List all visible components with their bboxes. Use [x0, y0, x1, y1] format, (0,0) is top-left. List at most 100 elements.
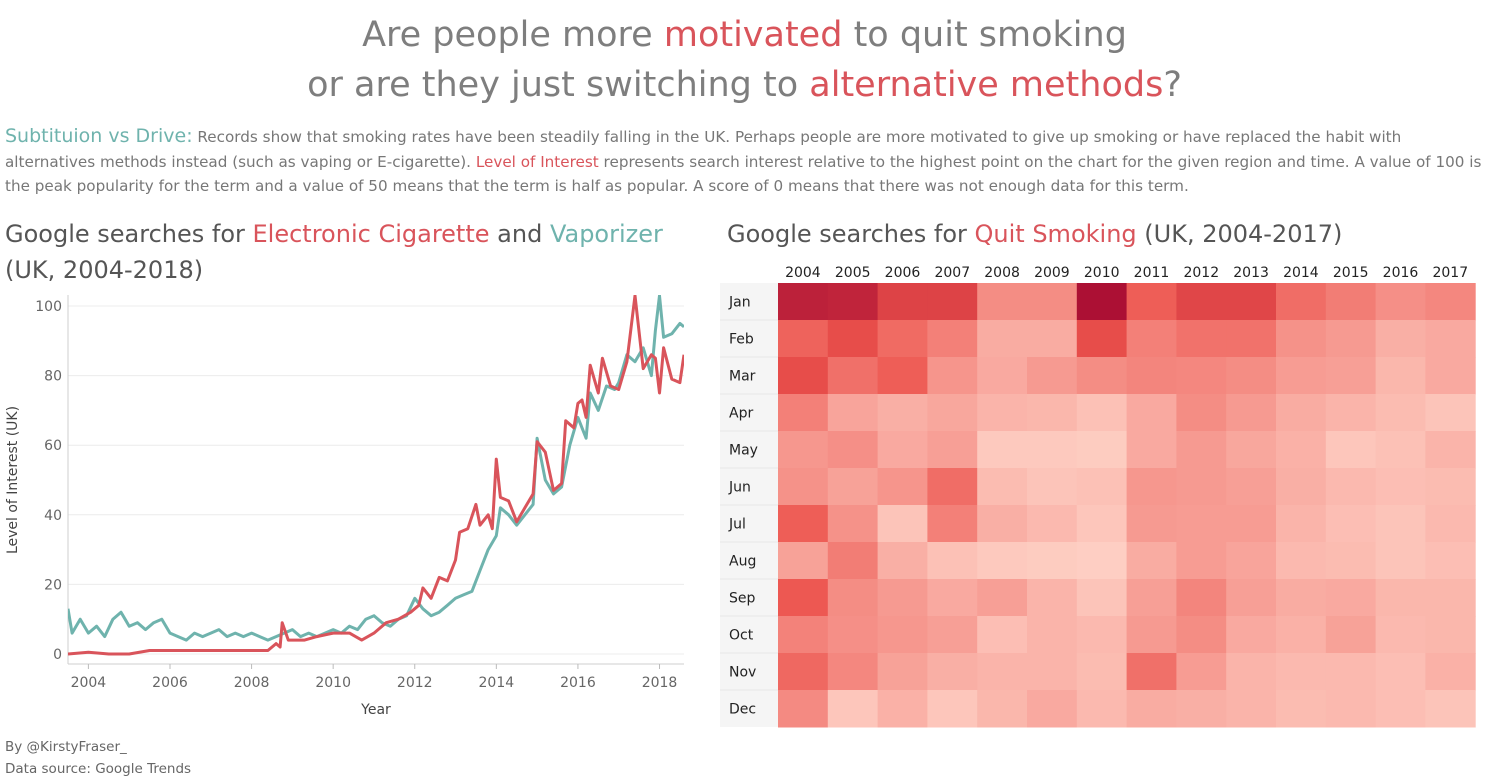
heatmap-cell	[1076, 579, 1128, 617]
heatmap-cell	[977, 690, 1028, 728]
row-label: Jan	[728, 295, 751, 311]
row-label: Jul	[728, 517, 746, 533]
heatmap-cell	[1425, 653, 1476, 691]
column-label: 2004	[785, 265, 821, 281]
heatmap-cell	[1027, 653, 1078, 691]
heatmap-cell	[1226, 357, 1277, 395]
heatmap-cell	[1425, 431, 1476, 469]
heatmap-cell	[1176, 542, 1227, 580]
heatmap-cell	[977, 394, 1028, 432]
heatmap-cell	[1126, 468, 1177, 506]
heatmap-cell	[927, 616, 978, 654]
heatmap-cell	[778, 283, 829, 321]
description-lead: Subtituion vs Drive:	[5, 125, 193, 147]
heatmap-cell	[977, 468, 1028, 506]
heatmap-cell	[1126, 320, 1177, 358]
column-label: 2007	[934, 265, 970, 281]
heatmap-cell	[977, 283, 1028, 321]
heatmap-cell	[1425, 468, 1476, 506]
heatmap-cell	[977, 357, 1028, 395]
heatmap-cell	[778, 690, 829, 728]
x-tick-label: 2010	[315, 675, 351, 691]
heatmap-cell	[877, 431, 928, 469]
heatmap-cell	[1325, 394, 1377, 432]
heatmap-cell	[977, 542, 1028, 580]
heatmap-cell	[1176, 320, 1227, 358]
heatmap-cell	[1176, 653, 1227, 691]
column-label: 2015	[1333, 265, 1369, 281]
heatmap-cell	[1076, 690, 1128, 728]
column-label: 2017	[1432, 265, 1468, 281]
heatmap-cell	[778, 616, 829, 654]
heatmap-cell	[927, 505, 978, 543]
heatmap-cell	[1276, 431, 1327, 469]
heatmap-cell	[1076, 653, 1128, 691]
heatmap-cell	[1027, 283, 1078, 321]
heatmap-cell	[1276, 357, 1327, 395]
row-label: Aug	[729, 554, 756, 570]
heatmap-cell	[1027, 690, 1078, 728]
heatmap-cell	[1375, 542, 1426, 580]
heatmap-cell	[1027, 468, 1078, 506]
row-label: Dec	[729, 702, 756, 718]
heatmap-cell	[977, 431, 1028, 469]
heatmap-cell	[877, 394, 928, 432]
heatmap-cell	[1226, 468, 1277, 506]
heatmap-cell	[1375, 468, 1426, 506]
heatmap-cell	[1325, 579, 1377, 617]
heatmap-cell	[927, 690, 978, 728]
heatmap-cell	[1076, 320, 1128, 358]
heatmap-cell	[827, 690, 879, 728]
heatmap-cell	[827, 616, 879, 654]
heatmap-cell	[1126, 653, 1177, 691]
heatmap-cell	[827, 283, 879, 321]
heatmap-cell	[927, 357, 978, 395]
heatmap-cell	[1027, 542, 1078, 580]
x-tick-label: 2006	[152, 675, 188, 691]
heatmap-cell	[1126, 579, 1177, 617]
x-axis-title: Year	[360, 702, 391, 718]
heatmap-cell	[1226, 320, 1277, 358]
heatmap-cell	[1226, 690, 1277, 728]
heatmap-cell	[877, 616, 928, 654]
heatmap-cell	[1375, 357, 1426, 395]
heatmap-cell	[877, 283, 928, 321]
heatmap-cell	[778, 357, 829, 395]
heatmap-cell	[877, 468, 928, 506]
x-tick-label: 2018	[642, 675, 678, 691]
heatmap-cell	[827, 505, 879, 543]
heatmap-cell	[1027, 431, 1078, 469]
x-tick-label: 2012	[397, 675, 433, 691]
heatmap-cell	[1126, 542, 1177, 580]
heatmap-cell	[927, 653, 978, 691]
row-label: Jun	[728, 480, 751, 496]
heatmap-cell	[1126, 394, 1177, 432]
heatmap-cell	[1375, 579, 1426, 617]
main-title-line-1: Are people more motivated to quit smokin…	[362, 15, 1127, 55]
heatmap-cell	[1276, 283, 1327, 321]
heatmap-cell	[827, 394, 879, 432]
column-label: 2006	[885, 265, 921, 281]
heatmap-cell	[877, 505, 928, 543]
series-line-electronic-cigarette	[68, 295, 684, 656]
heatmap-cell	[927, 283, 978, 321]
heatmap-cell	[778, 579, 829, 617]
heatmap-cell	[1226, 616, 1277, 654]
description-paragraph: Subtituion vs Drive: Records show that s…	[5, 125, 1482, 195]
column-label: 2013	[1233, 265, 1269, 281]
heatmap-cell	[1276, 468, 1327, 506]
heatmap-cell	[1176, 357, 1227, 395]
heatmap-cell	[1176, 283, 1227, 321]
heatmap-cell	[1226, 283, 1277, 321]
y-axis-title: Level of Interest (UK)	[5, 406, 21, 554]
heatmap-cell	[778, 542, 829, 580]
heatmap-cell	[927, 394, 978, 432]
heatmap-cell	[1076, 616, 1128, 654]
heatmap-cell	[1276, 579, 1327, 617]
heatmap-cell	[827, 653, 879, 691]
heatmap-cell	[1027, 394, 1078, 432]
heatmap-cell	[977, 616, 1028, 654]
series-line-vaporizer	[68, 295, 684, 642]
heatmap-cell	[1176, 431, 1227, 469]
heatmap-cell	[1425, 320, 1476, 358]
